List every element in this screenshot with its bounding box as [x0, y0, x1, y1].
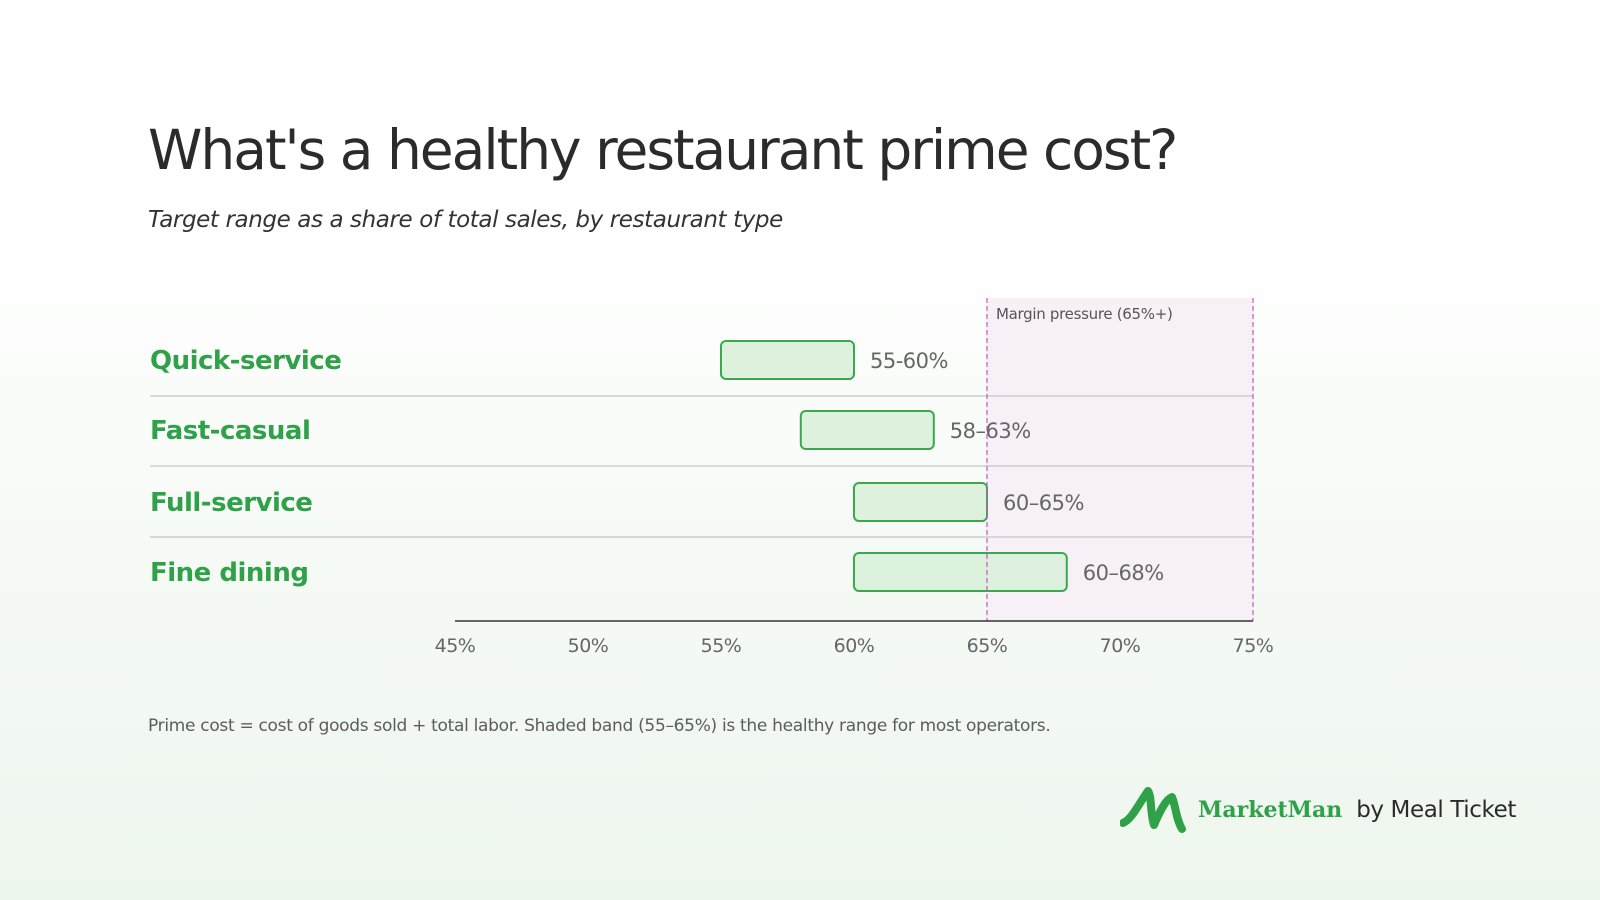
range-value-label: 60–65%: [1003, 491, 1084, 515]
x-tick-label: 50%: [568, 635, 609, 657]
x-tick-label: 65%: [967, 635, 1008, 657]
category-label: Quick-service: [150, 346, 341, 376]
range-bar: [853, 552, 1068, 592]
range-value-label: 60–68%: [1083, 561, 1164, 585]
range-bar: [853, 482, 988, 522]
chart-subtitle: Target range as a share of total sales, …: [148, 207, 783, 233]
footnote: Prime cost = cost of goods sold + total …: [148, 716, 1051, 736]
range-bar: [720, 340, 855, 380]
x-tick-label: 60%: [834, 635, 875, 657]
category-label: Fine dining: [150, 558, 308, 588]
brand-lockup: MarketMan by Meal Ticket: [1120, 785, 1516, 835]
category-label: Full-service: [150, 488, 312, 518]
brand-name: MarketMan: [1198, 797, 1343, 823]
prime-cost-range-chart: Quick-service 55-60% Fast-casual 58–63% Full…: [150, 298, 1274, 657]
category-label: Fast-casual: [150, 416, 310, 446]
x-tick-label: 55%: [701, 635, 742, 657]
x-tick-label: 75%: [1233, 635, 1274, 657]
x-tick-label: 70%: [1100, 635, 1141, 657]
range-value-label: 58–63%: [950, 419, 1031, 443]
chart-title: What's a healthy restaurant prime cost?: [148, 118, 1178, 182]
margin-pressure-label: Margin pressure (65%+): [996, 305, 1173, 323]
range-bar: [799, 410, 935, 450]
x-tick-label: 45%: [435, 635, 476, 657]
brand-byline: by Meal Ticket: [1356, 797, 1516, 823]
marketman-logo-icon: [1120, 787, 1186, 833]
range-value-label: 55-60%: [870, 349, 948, 373]
